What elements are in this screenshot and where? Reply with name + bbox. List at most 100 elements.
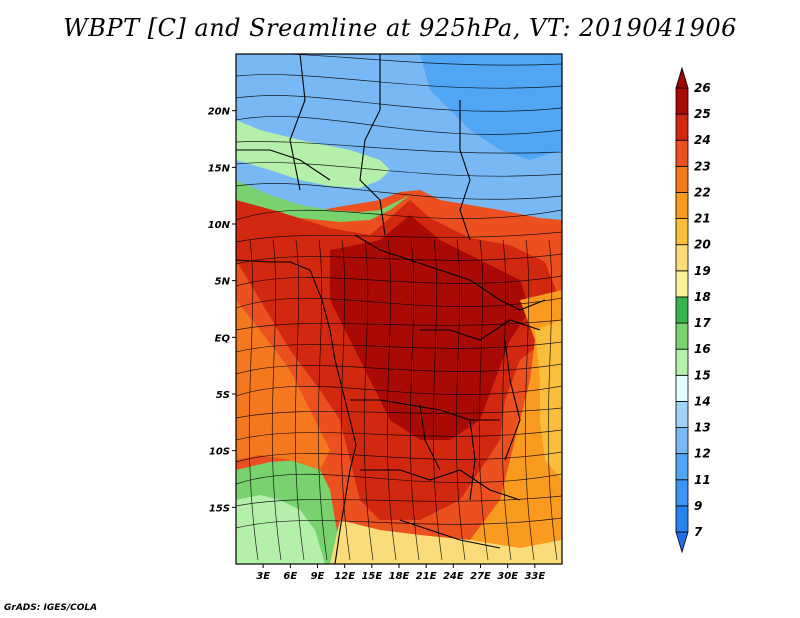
streamline — [236, 74, 562, 89]
streamline — [236, 495, 562, 507]
colorbar-min-arrow — [675, 531, 689, 554]
border-line — [469, 419, 476, 501]
streamline — [236, 517, 562, 529]
streamline — [294, 239, 305, 561]
lat-tick-label: 20N — [208, 107, 231, 118]
colorbar: 7 9 11 12 13 14 15 16 17 18 19 20 21 22 23 24 25 26 — [675, 66, 711, 554]
lon-tick-label: 3E — [256, 571, 270, 582]
coastline — [321, 299, 357, 564]
lon-tick-label: 18E — [389, 571, 410, 582]
colorbar-label: 26 — [694, 81, 711, 95]
streamline — [236, 141, 562, 154]
streamline — [432, 239, 443, 561]
border-line — [350, 399, 500, 421]
lat-tick-label: 15N — [208, 163, 231, 174]
border-line — [399, 519, 501, 549]
colorbar-box — [675, 296, 689, 324]
streamline — [236, 363, 562, 375]
lon-tick-label: 27E — [470, 571, 491, 582]
colorbar-label: 16 — [694, 342, 711, 356]
streamline — [236, 473, 562, 485]
lon-tick-label: 6E — [283, 571, 297, 582]
border-line — [419, 404, 441, 471]
streamline — [409, 239, 420, 561]
border-line — [504, 339, 521, 461]
south-yellow-region — [330, 520, 562, 564]
streamline — [271, 239, 282, 561]
colorbar-label: 21 — [694, 212, 711, 226]
lon-tick-label: 24E — [443, 571, 464, 582]
colorbar-label: 24 — [694, 133, 711, 147]
colorbar-box — [675, 348, 689, 376]
southwest-light-region — [236, 495, 325, 564]
ocean-west-region — [236, 300, 330, 470]
lat-tick-label: 5S — [216, 390, 230, 401]
lon-tick-label: 15E — [361, 571, 382, 582]
colorbar-box — [675, 401, 689, 428]
streamline — [236, 253, 562, 265]
border-line — [359, 54, 386, 236]
streamline — [236, 319, 562, 331]
streamline — [236, 209, 562, 221]
streamline — [236, 275, 562, 287]
country-borders-layer — [236, 54, 546, 564]
streamline — [236, 231, 562, 243]
colorbar-label: 9 — [694, 499, 702, 513]
streamline — [236, 54, 562, 66]
lat-tick-label: 5N — [215, 277, 231, 288]
streamline — [236, 429, 562, 441]
lat-tick-label: EQ — [215, 333, 231, 344]
colorbar-box — [675, 270, 689, 298]
colorbar-box — [675, 113, 689, 141]
streamline — [524, 239, 535, 561]
streamline — [236, 183, 562, 200]
lat-tick-label: 10S — [209, 447, 230, 458]
streamline — [236, 341, 562, 353]
lat-tick-label: 15S — [209, 503, 230, 514]
map-panel — [236, 54, 562, 564]
streamline — [236, 407, 562, 419]
streamline — [236, 116, 562, 135]
border-line — [459, 100, 471, 241]
colorbar-label: 18 — [694, 290, 711, 304]
colorbar-box — [675, 87, 689, 115]
colorbar-box — [675, 427, 689, 455]
colorbar-box — [675, 374, 689, 402]
streamline — [547, 239, 558, 561]
colorbar-label: 11 — [694, 473, 711, 487]
colorbar-label: 12 — [694, 447, 711, 461]
lon-tick-label: 30E — [497, 571, 518, 582]
colorbar-label: 14 — [694, 394, 711, 408]
mild-band-region — [236, 120, 390, 188]
colorbar-label: 13 — [694, 421, 711, 435]
colorbar-max-arrow — [675, 66, 689, 89]
lon-tick-label: 12E — [334, 571, 355, 582]
streamlines-layer — [236, 54, 562, 561]
streamline — [236, 162, 562, 177]
streamline — [236, 385, 562, 397]
colorbar-box — [675, 192, 689, 219]
colorbar-label: 20 — [694, 238, 711, 252]
credit-label: GrADS: IGES/COLA — [4, 603, 98, 613]
streamline — [386, 239, 397, 561]
streamline — [236, 95, 562, 112]
map-title: WBPT [C] and Sreamline at 925hPa, VT: 20… — [63, 14, 737, 42]
colorbar-box — [675, 165, 689, 193]
colorbar-label: 19 — [694, 264, 711, 278]
colorbar-box — [675, 139, 689, 167]
border-line — [420, 319, 541, 341]
lat-tick-label: 10N — [208, 220, 231, 231]
colorbar-label: 22 — [694, 185, 711, 199]
colorbar-box — [675, 322, 689, 350]
border-line — [354, 234, 546, 311]
colorbar-label: 15 — [694, 368, 711, 382]
border-line — [236, 149, 331, 181]
streamline — [363, 239, 374, 561]
colorbar-label: 17 — [694, 316, 711, 330]
streamline — [455, 239, 466, 561]
streamline — [248, 239, 259, 561]
border-line — [289, 54, 306, 191]
streamline — [236, 451, 562, 463]
colorbar-box — [675, 453, 689, 481]
